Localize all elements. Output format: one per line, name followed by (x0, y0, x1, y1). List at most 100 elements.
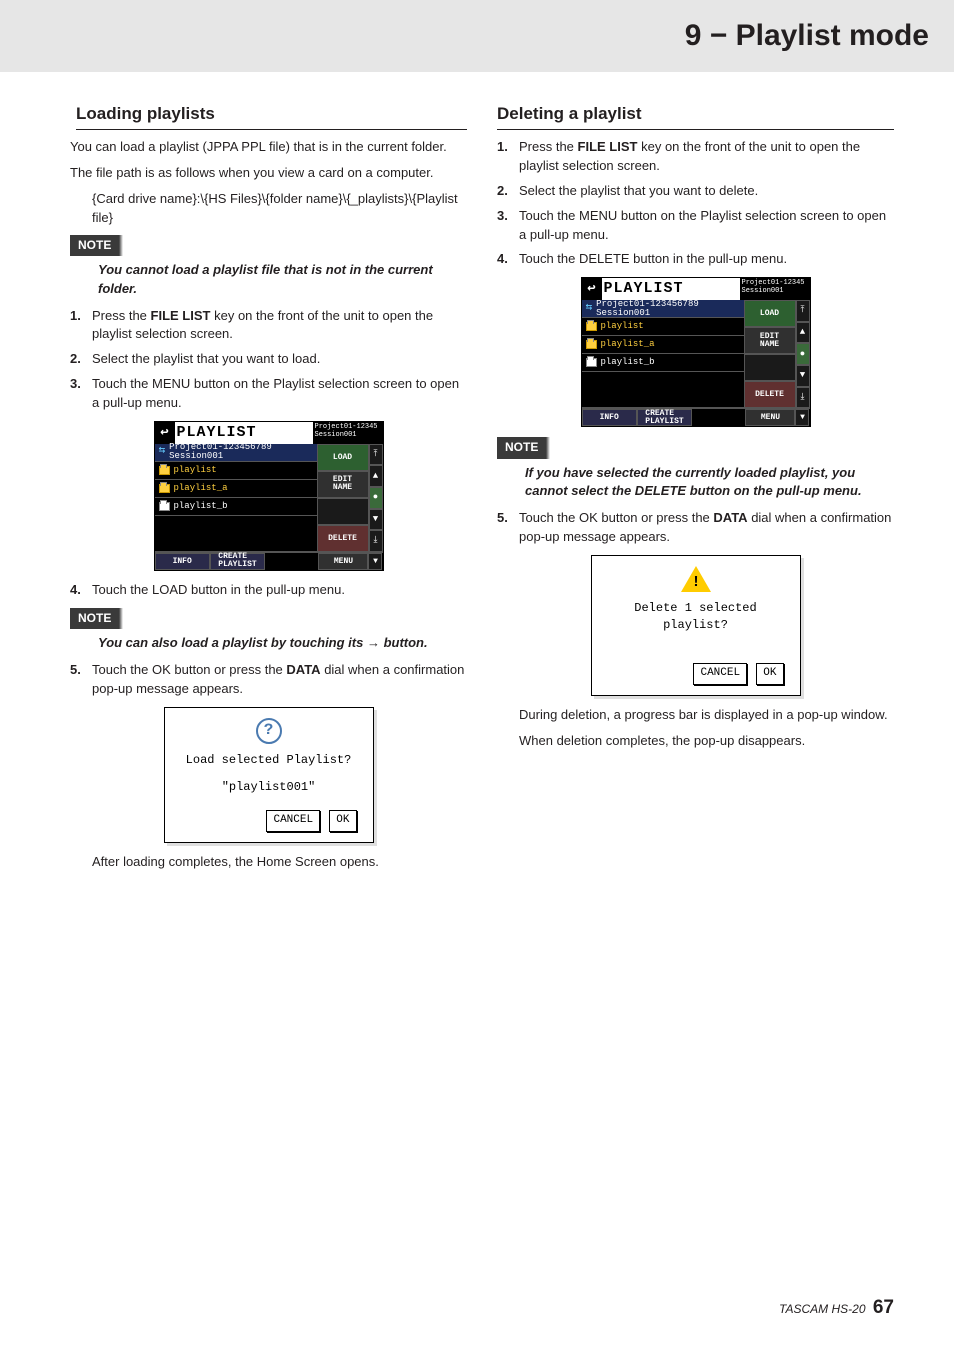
scroll-down-icon[interactable]: ▼ (369, 509, 383, 531)
load-button[interactable]: LOAD (317, 444, 369, 471)
intro-text-1: You can load a playlist (JPPA PPL file) … (70, 138, 467, 157)
left-column: Loading playlists You can load a playlis… (70, 102, 467, 880)
list-row[interactable]: playlist_a (582, 336, 744, 354)
edit-name-button[interactable]: EDIT NAME (317, 471, 369, 498)
back-icon[interactable]: ↩ (155, 422, 175, 444)
note-body-1: You cannot load a playlist file that is … (98, 261, 467, 299)
scroll-thumb[interactable]: ● (796, 343, 810, 365)
folder-icon (586, 322, 597, 331)
intro-text-2: The file path is as follows when you vie… (70, 164, 467, 183)
screen-title: PLAYLIST (602, 278, 740, 300)
back-icon[interactable]: ↩ (582, 278, 602, 300)
spacer (265, 553, 318, 570)
list-row-empty (155, 516, 317, 552)
dialog-text-1: Load selected Playlist? (173, 752, 365, 769)
link-icon: ⇆ (159, 444, 166, 460)
page-footer: TASCAM HS-20 67 (779, 1294, 894, 1322)
note-tag: NOTE (497, 437, 546, 458)
list-row-session[interactable]: ⇆Project01-123456789Session001 (155, 444, 317, 462)
load-button[interactable]: LOAD (744, 300, 796, 327)
steps-delete-b: Touch the OK button or press the DATA di… (497, 509, 894, 547)
right-column: Deleting a playlist Press the FILE LIST … (497, 102, 894, 880)
list-row[interactable]: playlist_b (582, 354, 744, 372)
scroll-up-icon[interactable]: ▲ (796, 322, 810, 344)
scroll-thumb[interactable]: ● (369, 487, 383, 509)
scroll-down-icon[interactable]: ▼ (796, 365, 810, 387)
section-loading-title: Loading playlists (76, 102, 467, 131)
scroll-top-icon[interactable]: ⤒ (369, 444, 383, 466)
step-4: Touch the LOAD button in the pull-up men… (70, 581, 467, 600)
screen-title: PLAYLIST (175, 422, 313, 444)
menu-button[interactable]: MENU (318, 553, 368, 570)
steps-load-a: Press the FILE LIST key on the front of … (70, 307, 467, 413)
note-tag: NOTE (70, 608, 119, 629)
scroll-top-icon[interactable]: ⤒ (796, 300, 810, 322)
link-icon: ⇆ (586, 301, 593, 317)
list-row-session[interactable]: ⇆Project01-123456789Session001 (582, 300, 744, 318)
scroll-bottom-icon[interactable]: ⤓ (796, 387, 810, 409)
spacer-button (744, 354, 796, 381)
info-button[interactable]: INFO (582, 409, 637, 426)
list-row[interactable]: playlist_b (155, 498, 317, 516)
create-playlist-button[interactable]: CREATE PLAYLIST (637, 409, 692, 426)
menu-arrow-icon[interactable]: ▼ (795, 409, 809, 426)
step-3: Touch the MENU button on the Playlist se… (70, 375, 467, 413)
scroll-up-icon[interactable]: ▲ (369, 465, 383, 487)
note-body-2: You can also load a playlist by touching… (98, 634, 467, 653)
steps-load-c: Touch the OK button or press the DATA di… (70, 661, 467, 699)
spacer-button (317, 498, 369, 525)
note-body-delete: If you have selected the currently loade… (525, 464, 894, 502)
warning-icon: ! (681, 566, 711, 592)
dialog-text-2: "playlist001" (173, 779, 365, 796)
delete-button[interactable]: DELETE (317, 525, 369, 552)
list-row[interactable]: playlist_a (155, 480, 317, 498)
step-2: Select the playlist that you want to loa… (70, 350, 467, 369)
after-delete-text-2: When deletion completes, the pop-up disa… (519, 732, 894, 751)
question-icon: ? (256, 718, 282, 744)
edit-name-button[interactable]: EDIT NAME (744, 327, 796, 354)
list-row[interactable]: playlist (582, 318, 744, 336)
page-number: 67 (873, 1297, 894, 1318)
page-header: 9 − Playlist mode (0, 0, 954, 72)
steps-load-b: Touch the LOAD button in the pull-up men… (70, 581, 467, 600)
after-delete-text-1: During deletion, a progress bar is displ… (519, 706, 894, 725)
step-4: Touch the DELETE button in the pull-up m… (497, 250, 894, 269)
folder-icon (586, 358, 597, 367)
note-tag: NOTE (70, 235, 119, 256)
folder-icon (159, 466, 170, 475)
screen-path: Project01-12345Session001 (313, 422, 383, 444)
list-row[interactable]: playlist (155, 462, 317, 480)
cancel-button[interactable]: CANCEL (693, 663, 747, 685)
screen-path: Project01-12345Session001 (740, 278, 810, 300)
step-3: Touch the MENU button on the Playlist se… (497, 207, 894, 245)
spacer (692, 409, 745, 426)
cancel-button[interactable]: CANCEL (266, 810, 320, 832)
step-5: Touch the OK button or press the DATA di… (497, 509, 894, 547)
steps-delete-a: Press the FILE LIST key on the front of … (497, 138, 894, 269)
dialog-text-1: Delete 1 selected playlist? (600, 600, 792, 635)
ok-button[interactable]: OK (756, 663, 783, 685)
chapter-title: 9 − Playlist mode (0, 14, 929, 58)
scroll-bottom-icon[interactable]: ⤓ (369, 530, 383, 552)
step-1: Press the FILE LIST key on the front of … (70, 307, 467, 345)
create-playlist-button[interactable]: CREATE PLAYLIST (210, 553, 265, 570)
list-row-empty (582, 372, 744, 408)
after-load-text: After loading completes, the Home Screen… (92, 853, 467, 872)
delete-confirm-dialog: ! Delete 1 selected playlist? CANCEL OK (591, 555, 801, 696)
step-2: Select the playlist that you want to del… (497, 182, 894, 201)
folder-icon (159, 502, 170, 511)
info-button[interactable]: INFO (155, 553, 210, 570)
menu-arrow-icon[interactable]: ▼ (368, 553, 382, 570)
menu-button[interactable]: MENU (745, 409, 795, 426)
folder-icon (159, 484, 170, 493)
ok-button[interactable]: OK (329, 810, 356, 832)
product-name: TASCAM HS-20 (779, 1302, 865, 1316)
playlist-screen-delete: ↩ PLAYLIST Project01-12345Session001 ⇆Pr… (581, 277, 811, 427)
step-1: Press the FILE LIST key on the front of … (497, 138, 894, 176)
delete-button[interactable]: DELETE (744, 381, 796, 408)
load-confirm-dialog: ? Load selected Playlist? "playlist001" … (164, 707, 374, 844)
step-5: Touch the OK button or press the DATA di… (70, 661, 467, 699)
file-path: {Card drive name}:\{HS Files}\{folder na… (92, 190, 467, 228)
section-deleting-title: Deleting a playlist (497, 102, 894, 131)
folder-icon (586, 340, 597, 349)
